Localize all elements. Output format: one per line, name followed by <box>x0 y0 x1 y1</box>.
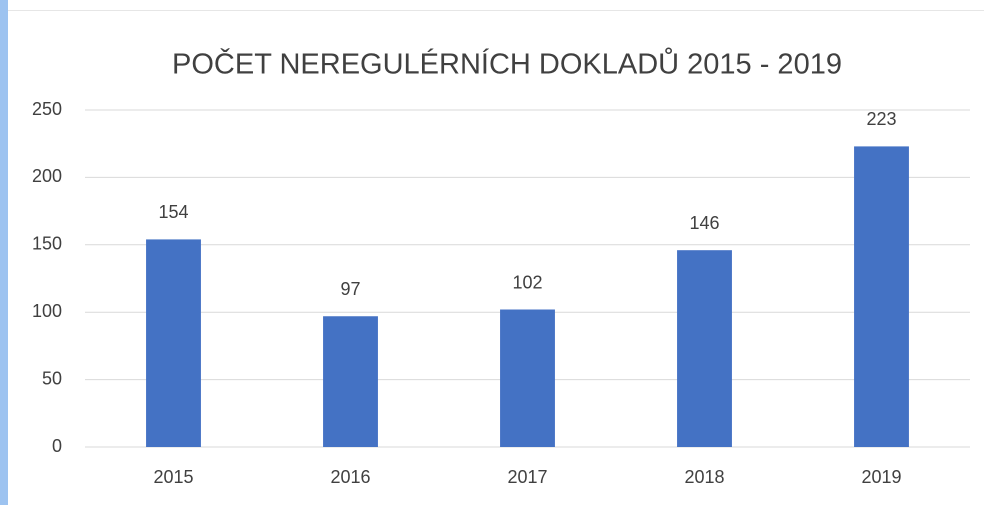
y-tick-label: 200 <box>32 166 62 186</box>
x-tick-label: 2016 <box>330 467 370 487</box>
bar <box>323 316 378 447</box>
x-tick-label: 2015 <box>153 467 193 487</box>
x-tick-label: 2017 <box>507 467 547 487</box>
data-label: 146 <box>689 213 719 233</box>
chart-title: POČET NEREGULÉRNÍCH DOKLADŮ 2015 - 2019 <box>172 47 842 81</box>
data-label: 102 <box>512 272 542 292</box>
data-label: 223 <box>866 109 896 129</box>
data-label: 97 <box>340 279 360 299</box>
x-tick-label: 2019 <box>861 467 901 487</box>
bar <box>854 146 909 447</box>
bar <box>146 239 201 447</box>
bar <box>677 250 732 447</box>
data-label: 154 <box>158 202 188 222</box>
y-tick-label: 250 <box>32 99 62 119</box>
side-strip <box>0 0 8 505</box>
y-tick-label: 0 <box>52 436 62 456</box>
y-tick-label: 100 <box>32 301 62 321</box>
x-tick-label: 2018 <box>684 467 724 487</box>
y-tick-label: 150 <box>32 234 62 254</box>
y-tick-label: 50 <box>42 368 62 388</box>
bar <box>500 309 555 447</box>
